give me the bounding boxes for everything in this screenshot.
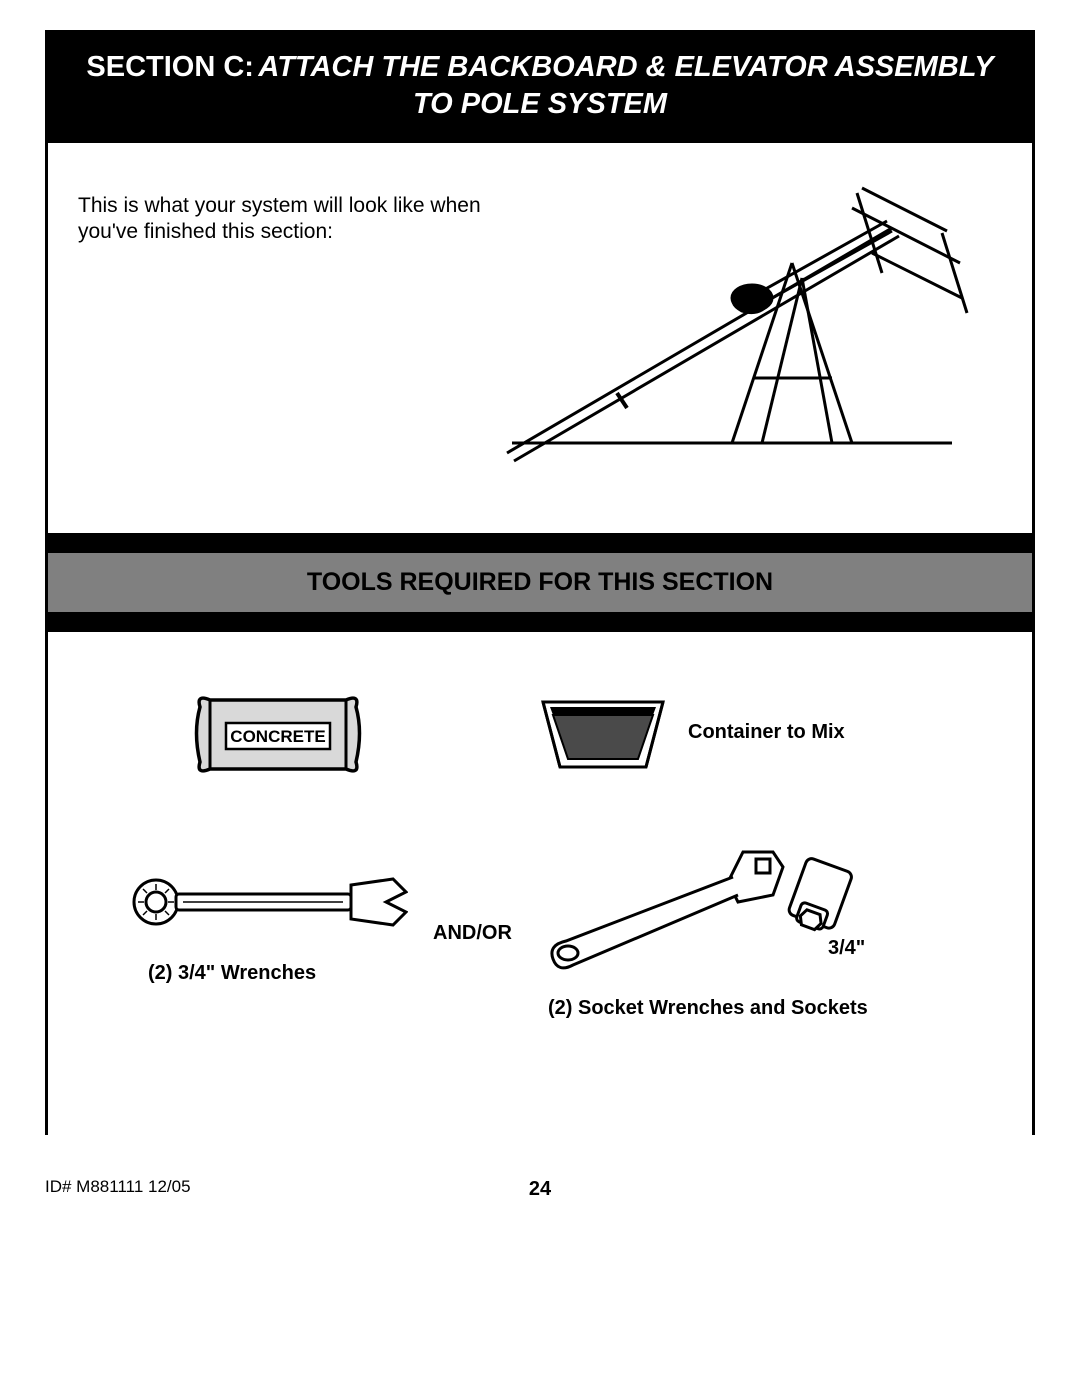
footer-page-number: 24 [529, 1178, 551, 1201]
preview-text: This is what your system will look like … [78, 193, 518, 246]
container-label: Container to Mix [688, 721, 845, 744]
socket-size-label: 3/4" [828, 937, 865, 960]
page-root: SECTION C: ATTACH THE BACKBOARD & ELEVAT… [0, 0, 1080, 1397]
tools-required-label: TOOLS REQUIRED FOR THIS SECTION [307, 568, 773, 596]
page-footer: ID# M881111 12/05 24 [45, 1177, 1035, 1197]
preview-area: This is what your system will look like … [48, 143, 1032, 533]
tools-area: CONCRETE Container to Mix [48, 632, 1032, 1152]
wrench-group: (2) 3/4" Wrenches [128, 867, 408, 985]
tools-required-bar: TOOLS REQUIRED FOR THIS SECTION [48, 553, 1032, 612]
section-header: SECTION C: ATTACH THE BACKBOARD & ELEVAT… [48, 33, 1032, 143]
section-title-line1: ATTACH THE BACKBOARD & ELEVATOR ASSEMBLY [258, 51, 993, 83]
section-title-line2: TO POLE SYSTEM [58, 88, 1022, 121]
concrete-bag-text: CONCRETE [230, 727, 325, 746]
concrete-bag-icon: CONCRETE [188, 687, 368, 782]
assembly-diagram [502, 183, 972, 463]
wrench-icon [128, 867, 408, 937]
divider-top [48, 533, 1032, 553]
divider-bottom [48, 612, 1032, 632]
container-group: Container to Mix [538, 687, 845, 777]
section-label: SECTION C: [86, 51, 254, 83]
socket-label: (2) Socket Wrenches and Sockets [548, 997, 898, 1020]
andor-label: AND/OR [433, 922, 512, 945]
socket-group: (2) Socket Wrenches and Sockets [538, 847, 898, 1020]
mixing-container-icon [538, 687, 668, 777]
footer-id: ID# M881111 12/05 [45, 1177, 191, 1196]
content-frame: SECTION C: ATTACH THE BACKBOARD & ELEVAT… [45, 30, 1035, 1135]
wrench-label: (2) 3/4" Wrenches [148, 962, 408, 985]
